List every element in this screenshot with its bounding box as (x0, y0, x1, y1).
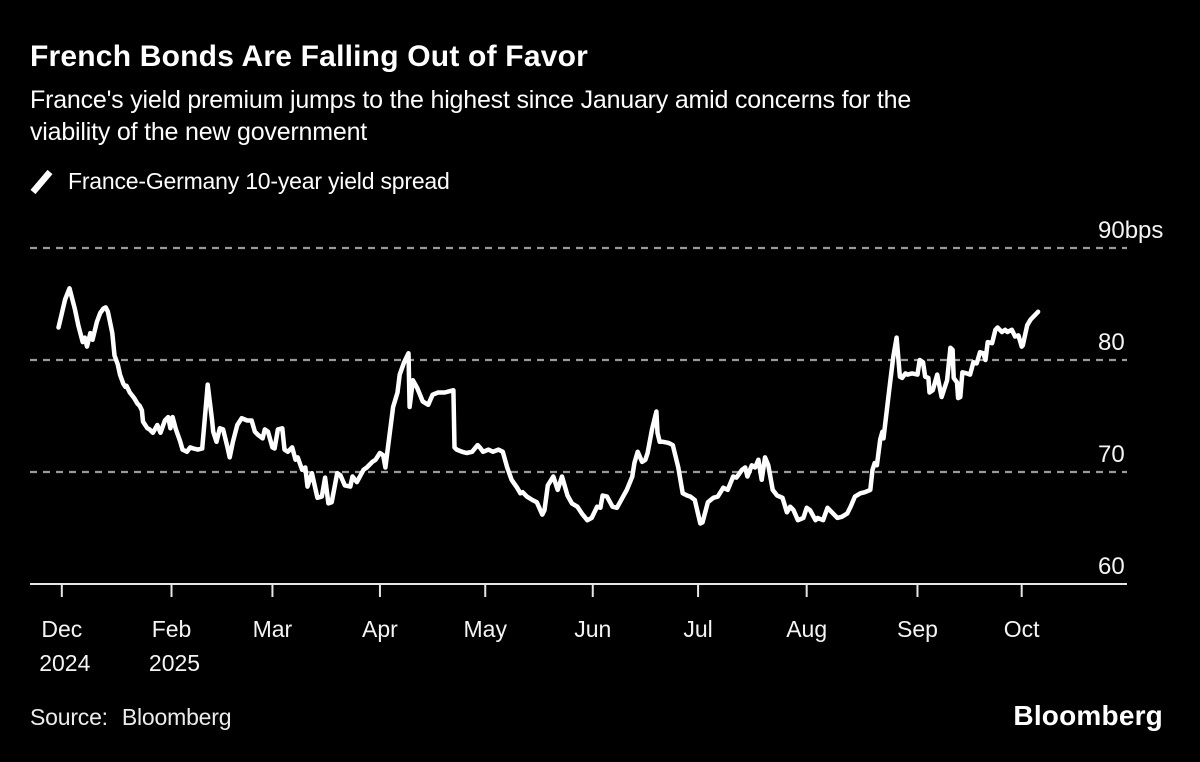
x-axis: Dec 2024 Feb 2025 Mar Apr May Jun Jul Aug Sep Oct (39, 584, 1040, 676)
y-axis-labels: 90bps 80 70 60 (1098, 217, 1163, 580)
x-tick-label-jul: Jul (683, 616, 712, 642)
x-tick-label-feb: Feb (152, 616, 192, 642)
line-series-swatch-icon (30, 169, 53, 194)
gridlines (30, 246, 1127, 585)
y-tick-label-90: 90bps (1098, 217, 1163, 244)
x-tick-label-sep: Sep (897, 616, 938, 642)
source-note: Source: Bloomberg (30, 704, 232, 731)
x-tick-year-2024: 2024 (39, 650, 90, 676)
source-value: Bloomberg (121, 704, 232, 730)
bloomberg-logo: Bloomberg (1013, 700, 1163, 731)
chart-title: French Bonds Are Falling Out of Favor (30, 40, 588, 73)
x-tick-label-aug: Aug (786, 616, 827, 642)
chart-subtitle: France's yield premium jumps to the high… (30, 84, 911, 148)
chart-legend: France-Germany 10-year yield spread (30, 168, 450, 195)
spread-series-line (56, 286, 1041, 526)
chart-subtitle-line-1: France's yield premium jumps to the high… (30, 86, 912, 114)
chart-subtitle-line-2: viability of the new government (30, 118, 368, 146)
source-label: Source: (30, 704, 108, 730)
x-tick-label-mar: Mar (253, 616, 293, 642)
y-tick-label-70: 70 (1098, 441, 1125, 468)
x-tick-label-apr: Apr (362, 616, 398, 642)
x-tick-label-jun: Jun (574, 616, 611, 642)
y-tick-label-60: 60 (1098, 553, 1125, 580)
y-tick-label-80: 80 (1098, 329, 1125, 356)
x-tick-label-oct: Oct (1004, 616, 1040, 642)
x-tick-year-2025: 2025 (149, 650, 200, 676)
x-tick-label-may: May (464, 616, 508, 642)
legend-series-label: France-Germany 10-year yield spread (68, 168, 450, 194)
x-tick-label-dec: Dec (41, 616, 82, 642)
